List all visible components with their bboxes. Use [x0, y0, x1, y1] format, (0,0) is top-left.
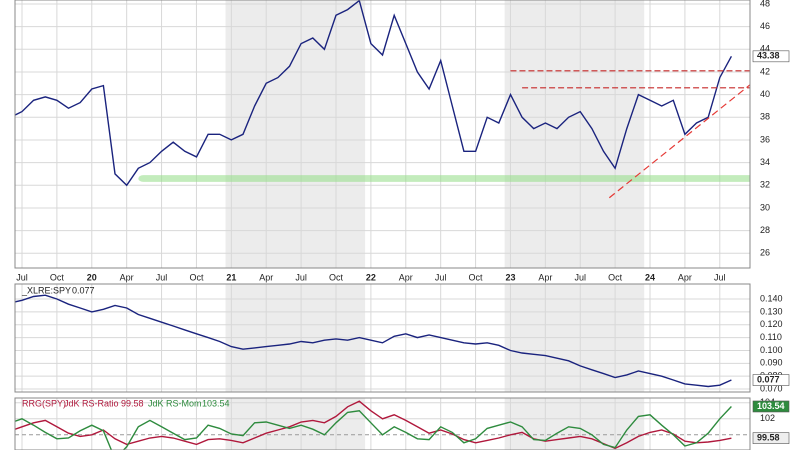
legend-name: JdK RS-Ratio — [64, 398, 119, 408]
legend-name: _XLRE:SPY — [21, 285, 71, 295]
x-tick-label: Apr — [120, 272, 134, 282]
y-tick-label: 46 — [760, 21, 770, 31]
last-value-tag — [752, 400, 790, 413]
panel — [15, 398, 750, 450]
series-line — [15, 406, 732, 450]
x-tick-label: Oct — [469, 272, 484, 282]
x-tick-label: Apr — [399, 272, 413, 282]
year-shade — [504, 398, 645, 450]
x-tick-label: 24 — [645, 272, 655, 282]
y-tick-label: 0.120 — [760, 319, 783, 329]
x-tick-label: Apr — [538, 272, 552, 282]
y-tick-label: 42 — [760, 66, 770, 76]
x-tick-label: 21 — [226, 272, 236, 282]
y-tick-label: 102 — [760, 413, 775, 423]
trend-line — [608, 84, 750, 199]
y-tick-label: 30 — [760, 202, 770, 212]
x-tick-label: 22 — [366, 272, 376, 282]
x-tick-label: Jul — [435, 272, 447, 282]
last-value-tag — [752, 432, 790, 444]
legend-value: 0.077 — [72, 285, 95, 295]
x-tick-label: Oct — [329, 272, 344, 282]
y-tick-label: 44 — [760, 44, 770, 54]
legend-value: 103.54 — [202, 398, 230, 408]
y-tick-label: 0.090 — [760, 358, 783, 368]
y-tick-label: 0.130 — [760, 306, 783, 316]
last-value-label: 43.38 — [757, 51, 780, 61]
y-tick-label: 26 — [760, 248, 770, 258]
legend-value: 99.58 — [121, 398, 144, 408]
support-zone — [138, 175, 750, 182]
last-value-label: 99.58 — [757, 433, 780, 443]
panel-title: RRG(SPY) — [22, 398, 66, 408]
y-tick-label: 0.110 — [760, 332, 782, 342]
y-tick-label: 34 — [760, 157, 770, 167]
y-tick-label: 38 — [760, 112, 770, 122]
last-value-label: 103.54 — [757, 401, 785, 411]
panel-border — [14, 0, 751, 269]
x-tick-label: Jul — [156, 272, 168, 282]
panel-border — [14, 283, 751, 393]
series-line — [15, 294, 732, 388]
y-tick-label: 0.140 — [760, 293, 783, 303]
y-tick-label: 36 — [760, 134, 770, 144]
last-value-tag — [752, 50, 790, 63]
x-tick-label: Oct — [50, 272, 65, 282]
panel-border — [14, 397, 751, 450]
x-tick-label: Oct — [608, 272, 623, 282]
x-tick-label: 20 — [87, 272, 97, 282]
x-tick-label: Jul — [16, 272, 28, 282]
series-line — [15, 0, 733, 187]
y-tick-label: 40 — [760, 89, 770, 99]
panel — [15, 0, 750, 268]
y-tick-label: 0.070 — [760, 383, 783, 393]
x-tick-label: Apr — [259, 272, 273, 282]
y-tick-label: 28 — [760, 225, 770, 235]
y-tick-label: 32 — [760, 180, 770, 190]
x-tick-label: 23 — [505, 272, 515, 282]
x-tick-label: Jul — [295, 272, 307, 282]
year-shade — [225, 0, 366, 268]
x-tick-label: Jul — [574, 272, 586, 282]
legend-name: JdK RS-Mom — [148, 398, 202, 408]
last-value-label: 0.077 — [757, 374, 780, 384]
y-tick-label: 48 — [760, 0, 770, 8]
x-tick-label: Apr — [678, 272, 692, 282]
x-tick-label: Oct — [189, 272, 204, 282]
x-tick-label: Jul — [714, 272, 726, 282]
y-tick-label: 0.100 — [760, 345, 783, 355]
last-value-tag — [752, 374, 790, 386]
year-shade — [504, 0, 645, 268]
panel — [15, 284, 750, 392]
